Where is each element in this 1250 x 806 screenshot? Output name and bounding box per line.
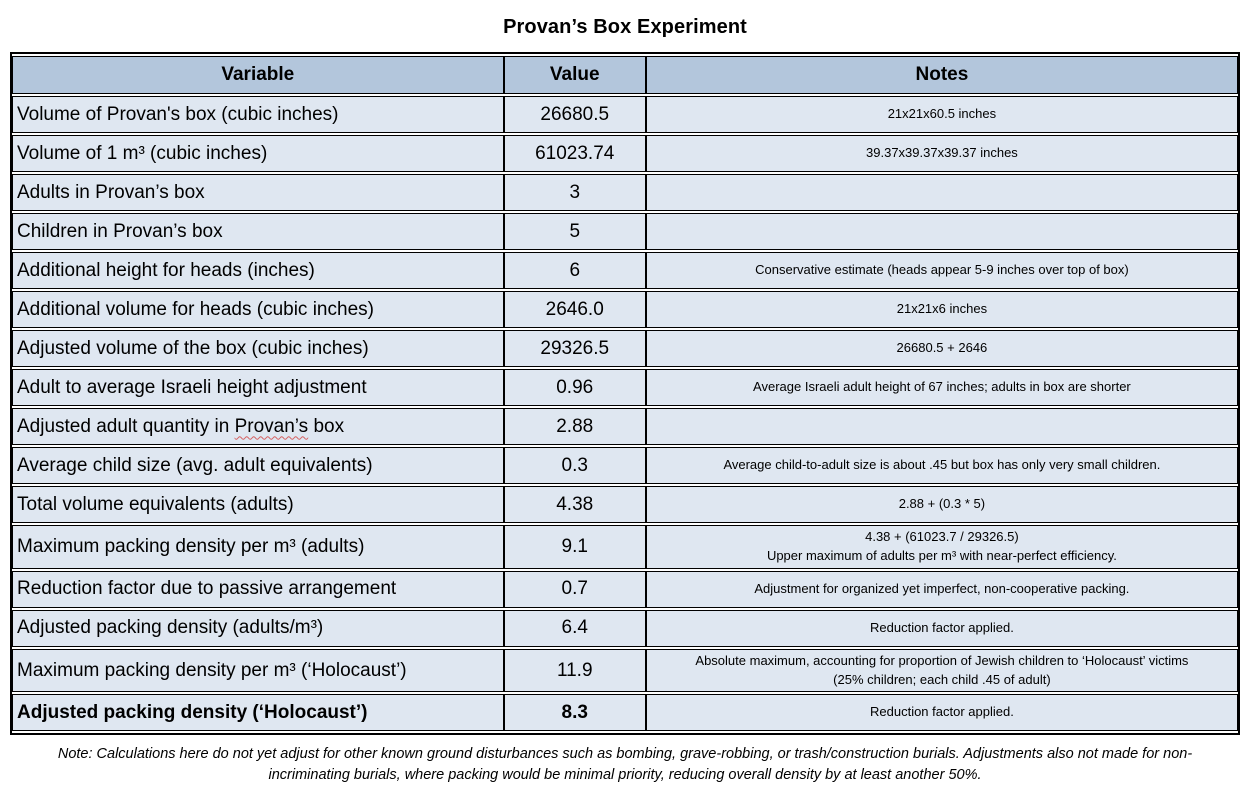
table-row: Adult to average Israeli height adjustme… [12,369,1238,406]
cell-value: 4.38 [503,486,646,523]
cell-variable: Adjusted packing density (‘Holocaust’) [12,694,504,732]
table-header: Variable Value Notes [12,56,1238,94]
table-row: Adjusted volume of the box (cubic inches… [12,330,1238,367]
cell-note: 26680.5 + 2646 [645,330,1238,367]
table-row-summary: Adjusted packing density (‘Holocaust’) 8… [12,694,1238,732]
cell-note [645,174,1238,211]
variable-text: box [308,415,345,437]
cell-variable: Additional height for heads (inches) [12,252,504,289]
cell-value: 0.96 [503,369,646,406]
cell-note: 21x21x60.5 inches [645,96,1238,133]
cell-note: Average Israeli adult height of 67 inche… [645,369,1238,406]
cell-value: 9.1 [503,525,646,569]
cell-note: Conservative estimate (heads appear 5-9 … [645,252,1238,289]
table-row: Adjusted adult quantity in Provan’s box … [12,408,1238,445]
cell-note [645,408,1238,445]
cell-variable: Volume of 1 m³ (cubic inches) [12,135,504,172]
column-header-variable: Variable [12,56,504,94]
table-row: Additional height for heads (inches) 6 C… [12,252,1238,289]
table-row: Additional volume for heads (cubic inche… [12,291,1238,328]
table-row: Reduction factor due to passive arrangem… [12,570,1238,608]
table-row: Volume of Provan's box (cubic inches) 26… [12,96,1238,133]
cell-note [645,213,1238,250]
variable-text: Adjusted adult quantity in [17,415,235,437]
page-title: Provan’s Box Experiment [503,16,747,38]
table-row: Adults in Provan’s box 3 [12,174,1238,211]
table-row: Adjusted packing density (adults/m³) 6.4… [12,609,1238,647]
cell-value: 8.3 [503,694,646,732]
column-header-notes: Notes [645,56,1238,94]
cell-note: Average child-to-adult size is about .45… [645,447,1238,484]
cell-value: 0.7 [503,570,646,608]
table-body: Volume of Provan's box (cubic inches) 26… [12,96,1238,732]
misspelled-word: Provan’s [234,415,309,437]
cell-variable: Additional volume for heads (cubic inche… [12,291,504,328]
cell-variable: Average child size (avg. adult equivalen… [12,447,504,484]
experiment-table: Variable Value Notes Volume of Provan's … [10,52,1240,736]
cell-value: 61023.74 [503,135,646,172]
cell-variable: Children in Provan’s box [12,213,504,250]
cell-variable: Maximum packing density per m³ (adults) [12,525,504,569]
cell-value: 6.4 [503,609,646,647]
cell-variable: Reduction factor due to passive arrangem… [12,570,504,608]
table-row: Volume of 1 m³ (cubic inches) 61023.74 3… [12,135,1238,172]
cell-variable: Adult to average Israeli height adjustme… [12,369,504,406]
cell-value: 26680.5 [503,96,646,133]
cell-value: 0.3 [503,447,646,484]
cell-value: 2.88 [503,408,646,445]
cell-value: 6 [503,252,646,289]
cell-note: 21x21x6 inches [645,291,1238,328]
cell-value: 11.9 [503,648,646,693]
cell-value: 3 [503,174,646,211]
cell-variable: Adjusted volume of the box (cubic inches… [12,330,504,367]
cell-variable: Adjusted adult quantity in Provan’s box [12,408,504,445]
table-row: Maximum packing density per m³ (adults) … [12,525,1238,569]
cell-variable: Volume of Provan's box (cubic inches) [12,96,504,133]
footnote: Note: Calculations here do not yet adjus… [57,746,1193,784]
table-row: Children in Provan’s box 5 [12,213,1238,250]
cell-note: Reduction factor applied. [645,694,1238,732]
header-row: Variable Value Notes [12,56,1238,94]
table-row: Average child size (avg. adult equivalen… [12,447,1238,484]
cell-value: 5 [503,213,646,250]
cell-note: Adjustment for organized yet imperfect, … [645,570,1238,608]
cell-note: 2.88 + (0.3 * 5) [645,486,1238,523]
cell-note: 4.38 + (61023.7 / 29326.5) Upper maximum… [645,525,1238,569]
cell-value: 29326.5 [503,330,646,367]
cell-note: Reduction factor applied. [645,609,1238,647]
column-header-value: Value [503,56,646,94]
cell-variable: Adults in Provan’s box [12,174,504,211]
cell-note: Absolute maximum, accounting for proport… [645,648,1238,693]
cell-variable: Maximum packing density per m³ (‘Holocau… [12,648,504,693]
cell-variable: Total volume equivalents (adults) [12,486,504,523]
cell-note: 39.37x39.37x39.37 inches [645,135,1238,172]
table-row: Maximum packing density per m³ (‘Holocau… [12,648,1238,693]
table-row: Total volume equivalents (adults) 4.38 2… [12,486,1238,523]
cell-value: 2646.0 [503,291,646,328]
cell-variable: Adjusted packing density (adults/m³) [12,609,504,647]
